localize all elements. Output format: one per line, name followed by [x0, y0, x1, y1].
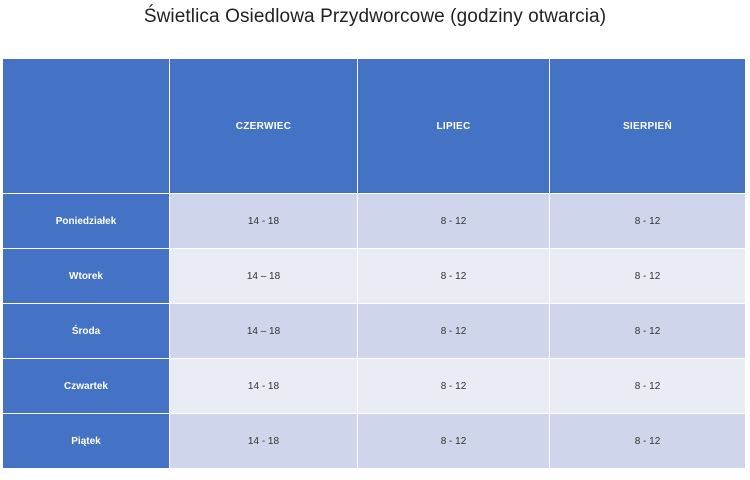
table-cell: 8 - 12 [357, 193, 550, 249]
table-header-row: CZERWIEC LIPIEC SIERPIEŃ [2, 58, 746, 194]
table-cell: 8 - 12 [357, 413, 550, 469]
table-cell: 14 - 18 [169, 193, 358, 249]
table-cell: 8 - 12 [549, 248, 746, 304]
row-header-day: Czwartek [2, 358, 170, 414]
table-cell: 8 - 12 [549, 193, 746, 249]
corner-cell [2, 58, 170, 194]
row-header-day: Środa [2, 303, 170, 359]
row-header-day: Poniedziałek [2, 193, 170, 249]
table-cell: 8 - 12 [357, 248, 550, 304]
table-row: Wtorek 14 – 18 8 - 12 8 - 12 [2, 248, 746, 304]
row-header-day: Wtorek [2, 248, 170, 304]
column-header-czerwiec: CZERWIEC [169, 58, 358, 194]
table-cell: 14 - 18 [169, 413, 358, 469]
column-header-lipiec: LIPIEC [357, 58, 550, 194]
table-cell: 8 - 12 [549, 303, 746, 359]
column-header-sierpien: SIERPIEŃ [549, 58, 746, 194]
table-cell: 8 - 12 [549, 358, 746, 414]
table-row: Czwartek 14 - 18 8 - 12 8 - 12 [2, 358, 746, 414]
table-cell: 14 – 18 [169, 303, 358, 359]
table-cell: 8 - 12 [357, 303, 550, 359]
page-title: Świetlica Osiedlowa Przydworcowe (godzin… [143, 6, 607, 27]
table-cell: 14 - 18 [169, 358, 358, 414]
table-cell: 14 – 18 [169, 248, 358, 304]
table-cell: 8 - 12 [357, 358, 550, 414]
row-header-day: Piątek [2, 413, 170, 469]
table-row: Poniedziałek 14 - 18 8 - 12 8 - 12 [2, 193, 746, 249]
opening-hours-table: CZERWIEC LIPIEC SIERPIEŃ Poniedziałek 14… [2, 58, 746, 469]
table-row: Środa 14 – 18 8 - 12 8 - 12 [2, 303, 746, 359]
table-row: Piątek 14 - 18 8 - 12 8 - 12 [2, 413, 746, 469]
table-cell: 8 - 12 [549, 413, 746, 469]
